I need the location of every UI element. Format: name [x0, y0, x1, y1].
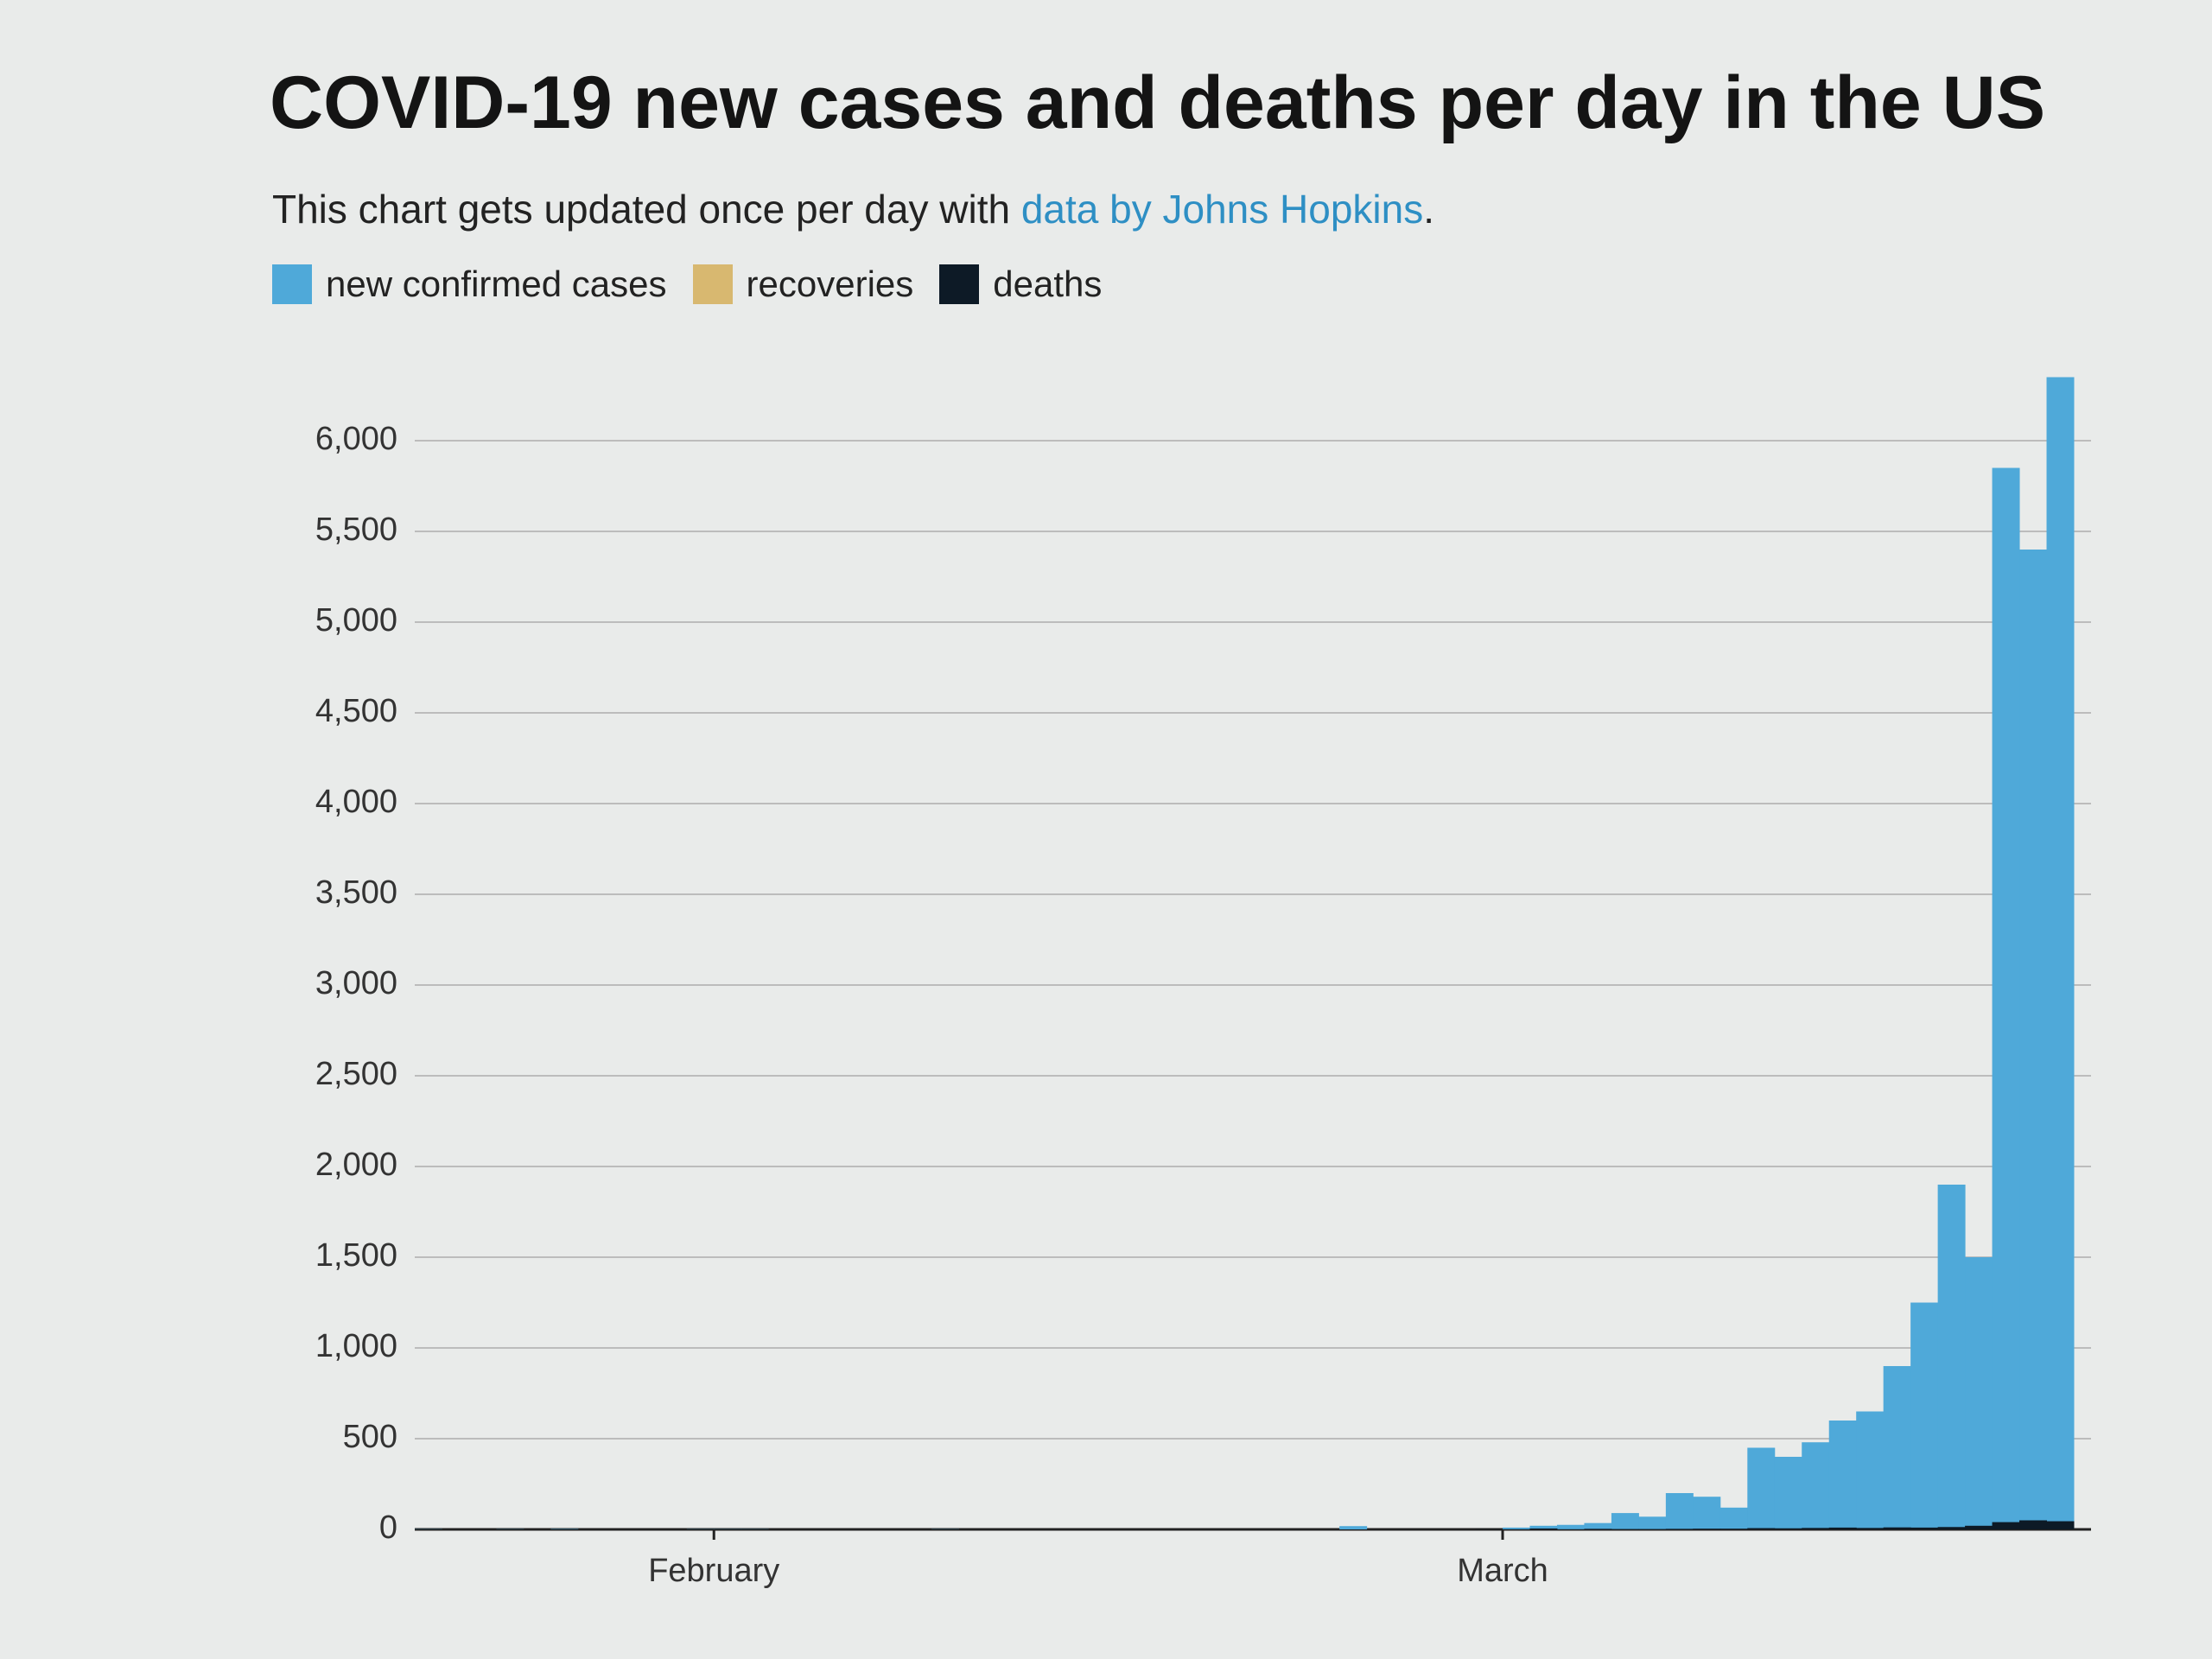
- y-tick-label: 5,500: [315, 512, 397, 548]
- source-link[interactable]: data by Johns Hopkins: [1020, 187, 1424, 232]
- y-tick-label: 6,000: [315, 421, 397, 457]
- bar: [1747, 1447, 1776, 1529]
- bar: [1774, 1457, 1802, 1529]
- legend-label: new confirmed cases: [326, 264, 667, 304]
- bar: [1965, 1257, 1993, 1529]
- bar: [1339, 1526, 1368, 1529]
- subtitle-end: .: [1423, 187, 1435, 232]
- legend-label: recoveries: [746, 264, 914, 304]
- y-tick-label: 2,000: [315, 1147, 397, 1183]
- bar: [1638, 1516, 1667, 1529]
- bar: [1992, 1522, 2020, 1529]
- bar: [1828, 1527, 1857, 1529]
- legend-item: deaths: [939, 264, 1102, 305]
- bar: [1719, 1507, 1748, 1529]
- bar: [1937, 1527, 1966, 1529]
- bar: [1992, 467, 2020, 1529]
- y-tick-label: 0: [379, 1510, 397, 1546]
- bar: [1802, 1442, 1830, 1529]
- bar: [2046, 377, 2075, 1529]
- y-tick-label: 5,000: [315, 602, 397, 639]
- bar: [1503, 1527, 1530, 1529]
- y-tick-label: 4,500: [315, 693, 397, 729]
- bar: [1910, 1302, 1939, 1529]
- legend: new confirmed cases recoveries deaths: [272, 264, 1102, 305]
- y-tick-label: 1,000: [315, 1328, 397, 1364]
- bar: [1965, 1525, 1993, 1529]
- bar: [2019, 1520, 2048, 1529]
- bar: [1883, 1527, 1911, 1529]
- legend-item: new confirmed cases: [272, 264, 667, 305]
- y-tick-label: 1,500: [315, 1237, 397, 1274]
- legend-item: recoveries: [692, 264, 914, 305]
- bar: [1828, 1421, 1857, 1529]
- bar: [1856, 1411, 1885, 1529]
- x-tick-label: March: [1457, 1553, 1548, 1589]
- bar: [1937, 1185, 1966, 1529]
- legend-swatch: [272, 264, 312, 304]
- bar: [1693, 1497, 1721, 1529]
- legend-swatch: [939, 264, 980, 304]
- bar: [1529, 1525, 1558, 1529]
- y-tick-label: 3,500: [315, 874, 397, 911]
- bar: [1584, 1522, 1612, 1529]
- chart-title: COVID-19 new cases and deaths per day in…: [270, 61, 2046, 144]
- subtitle: This chart gets updated once per day wit…: [272, 186, 1434, 232]
- bar: [1665, 1493, 1694, 1529]
- y-tick-label: 4,000: [315, 784, 397, 820]
- subtitle-text: This chart gets updated once per day wit…: [272, 187, 1011, 232]
- bar: [1910, 1527, 1939, 1529]
- bar: [1611, 1513, 1639, 1529]
- y-tick-label: 3,000: [315, 965, 397, 1001]
- x-tick-label: February: [648, 1553, 779, 1589]
- bar: [2019, 550, 2048, 1529]
- bar: [1802, 1528, 1830, 1529]
- y-tick-label: 500: [343, 1419, 397, 1455]
- legend-swatch: [692, 264, 733, 304]
- bar: [2046, 1521, 2075, 1529]
- legend-label: deaths: [993, 264, 1103, 304]
- bar: [1556, 1524, 1585, 1529]
- y-tick-label: 2,500: [315, 1056, 397, 1092]
- bar: [1856, 1528, 1885, 1529]
- bar: [1883, 1366, 1911, 1529]
